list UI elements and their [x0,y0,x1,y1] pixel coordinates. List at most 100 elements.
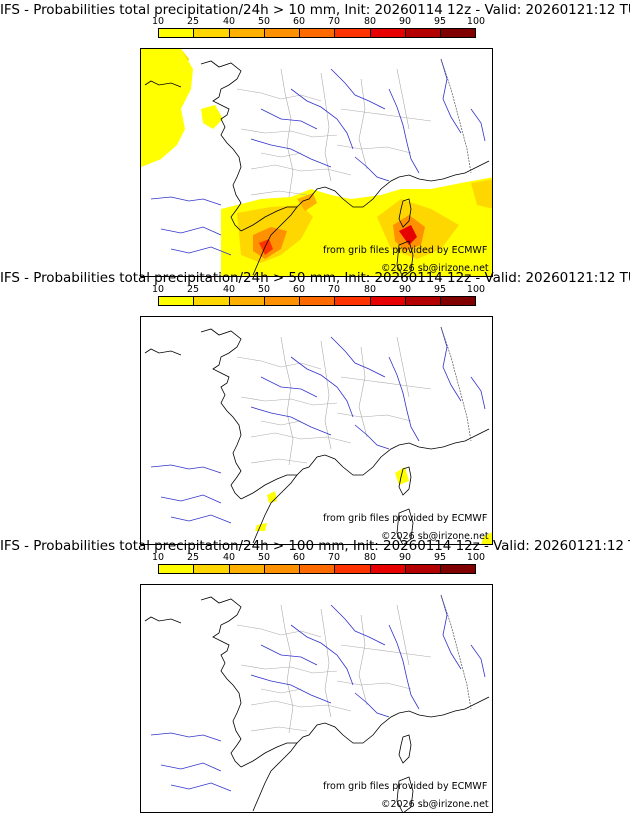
admin-boundary [250,458,308,464]
coastline [240,160,490,232]
colorbar-tick-label: 100 [466,284,486,295]
probability-area [471,179,492,209]
admin-boundary [396,336,410,398]
colorbar-swatch [334,28,370,38]
river-line [170,782,232,792]
colorbar-separator [193,564,194,574]
admin-boundary [280,604,294,734]
probability-area [267,491,277,503]
colorbar-swatch [334,296,370,306]
coastline [144,616,182,624]
colorbar-separator [264,564,265,574]
river-line [150,464,222,474]
river-line [170,514,232,524]
colorbar-tick-label: 70 [327,16,341,27]
admin-boundary [358,78,368,170]
colorbar-tick-label: 90 [398,552,412,563]
river-line [260,108,318,130]
colorbar-separator [405,296,406,306]
colorbar-swatch [193,564,229,574]
colorbar-tick-label: 25 [186,16,200,27]
colorbar-swatch [264,28,299,38]
admin-boundary [336,412,412,422]
colorbar-separator [229,28,230,38]
river-line [388,356,420,442]
coastline [144,348,182,356]
colorbar-tick-label: 40 [222,552,236,563]
colorbar-tick-label: 95 [433,284,447,295]
colorbar-tick-label: 25 [186,552,200,563]
admin-boundary [250,432,352,444]
colorbar-separator [299,296,300,306]
map-canvas [144,326,492,544]
admin-boundary [260,152,302,158]
admin-boundary [236,624,322,638]
colorbar-swatch [264,296,299,306]
island-outline [396,508,414,544]
country-border [440,326,472,442]
coastline [240,696,490,768]
panel-title: IFS - Probabilities total precipitation/… [0,2,630,18]
data-source-credit: from grib files provided by ECMWF [323,781,488,792]
country-border [440,58,472,174]
admin-boundary [336,144,412,154]
colorbar-separator [193,28,194,38]
colorbar-tick-label: 10 [151,284,165,295]
colorbar-separator [370,296,371,306]
admin-boundary [280,336,294,466]
admin-boundary [320,608,332,718]
colorbar-tick-label: 10 [151,16,165,27]
colorbar-swatch [158,296,193,306]
admin-boundary [240,128,338,138]
admin-boundary [340,108,432,122]
colorbar-separator [334,296,335,306]
colorbar-swatch [370,296,405,306]
colorbar-tick-label: 50 [257,284,271,295]
precipitation-map: from grib files provided by ECMWF ©2026 s… [140,316,493,545]
probability-colorbar: 10 25 40 50 60 70 80 90 95 100 [152,284,485,310]
colorbar-swatch [299,564,334,574]
colorbar-separator [440,28,441,38]
coastline [252,474,298,544]
colorbar-tick-label: 60 [292,284,306,295]
colorbar-separator [264,28,265,38]
colorbar-tick-label: 80 [363,284,377,295]
river-line [354,156,390,182]
island-outline [396,776,414,812]
probability-area [481,532,492,544]
admin-boundary [358,346,368,438]
admin-boundary [260,420,302,426]
river-line [330,336,386,378]
river-line [290,624,354,686]
colorbar-swatch [158,564,193,574]
probability-colorbar: 10 25 40 50 60 70 80 90 95 100 [152,552,485,578]
admin-boundary [250,726,308,732]
colorbar-separator [405,564,406,574]
colorbar-swatch [370,564,405,574]
admin-boundary [250,700,352,712]
country-border [440,594,472,710]
admin-boundary [320,340,332,450]
colorbar-swatch [405,28,440,38]
colorbar-tick-label: 70 [327,552,341,563]
copyright-credit: ©2026 sb@irizone.net [381,799,489,810]
admin-boundary [240,396,338,406]
admin-boundary [236,356,322,370]
colorbar-swatch [370,28,405,38]
island-outline [396,240,414,276]
coastline [200,60,242,232]
colorbar-swatch [440,296,476,306]
river-line [160,494,222,504]
data-source-credit: from grib files provided by ECMWF [323,513,488,524]
map-canvas [141,49,492,276]
colorbar-tick-label: 80 [363,552,377,563]
river-line [440,594,462,670]
precipitation-map: from grib files provided by ECMWF ©2026 s… [140,584,493,813]
admin-boundary [320,72,332,182]
river-line [160,226,222,236]
colorbar-tick-label: 90 [398,16,412,27]
river-line [170,246,232,256]
colorbar-tick-label: 25 [186,284,200,295]
river-line [440,58,462,134]
forecast-panel: IFS - Probabilities total precipitation/… [0,0,630,277]
